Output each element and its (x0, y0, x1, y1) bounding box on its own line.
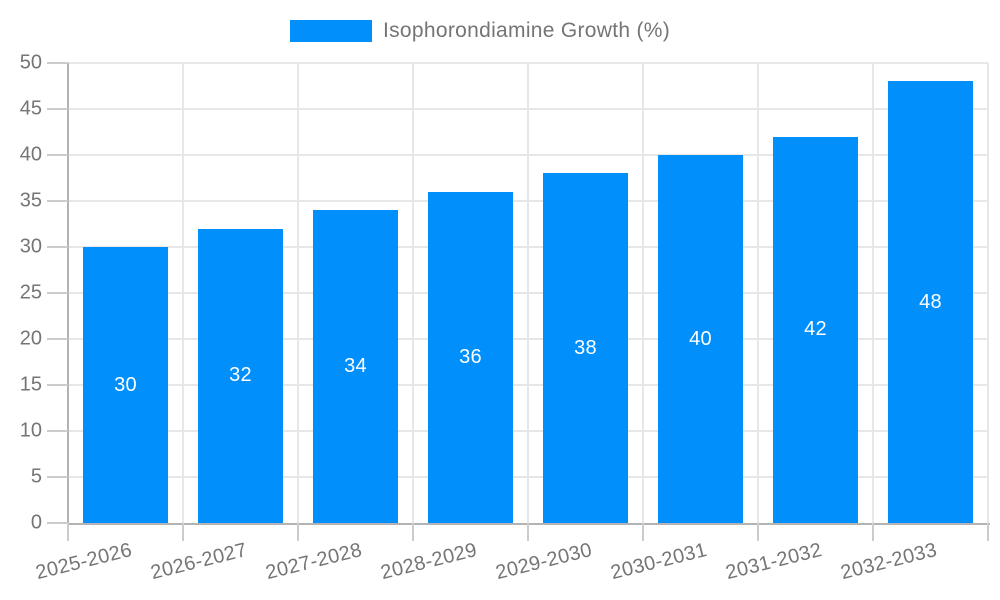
bar-value-label: 38 (574, 336, 597, 359)
x-axis-tick (182, 523, 184, 541)
y-axis-tick-label: 35 (19, 189, 42, 212)
y-axis-tick-label: 25 (19, 281, 42, 304)
gridline-vertical (872, 63, 874, 523)
x-axis-tick (987, 523, 989, 541)
y-axis-tick (47, 108, 68, 110)
bar-value-label: 32 (229, 364, 252, 387)
y-axis-tick (47, 62, 68, 64)
x-axis-tick (872, 523, 874, 541)
bar-value-label: 30 (114, 373, 137, 396)
y-axis-tick-label: 0 (30, 511, 42, 534)
y-axis-tick (47, 292, 68, 294)
bar-2027-2028[interactable]: 34 (313, 210, 398, 523)
gridline-vertical (987, 63, 989, 523)
bar-2030-2031[interactable]: 40 (658, 155, 743, 523)
y-axis-tick (47, 200, 68, 202)
x-axis-tick (757, 523, 759, 541)
y-axis-tick (47, 476, 68, 478)
y-axis-tick (47, 384, 68, 386)
bar-value-label: 42 (804, 318, 827, 341)
y-axis-tick-label: 30 (19, 235, 42, 258)
y-axis-tick (47, 430, 68, 432)
bar-value-label: 48 (919, 290, 942, 313)
bar-2028-2029[interactable]: 36 (428, 191, 513, 523)
bar-2026-2027[interactable]: 32 (198, 228, 283, 523)
x-axis-tick (67, 523, 69, 541)
y-axis-tick (47, 154, 68, 156)
legend-swatch (290, 20, 372, 42)
y-axis-tick-label: 15 (19, 373, 42, 396)
x-axis-tick (412, 523, 414, 541)
gridline-vertical (182, 63, 184, 523)
bar-2029-2030[interactable]: 38 (543, 173, 628, 523)
gridline-vertical (757, 63, 759, 523)
legend-label: Isophorondiamine Growth (%) (383, 19, 671, 42)
bar-2032-2033[interactable]: 48 (888, 81, 973, 523)
y-axis-line (67, 63, 69, 525)
y-axis-tick-label: 50 (19, 51, 42, 74)
bar-2025-2026[interactable]: 30 (83, 247, 168, 523)
bar-value-label: 34 (344, 355, 367, 378)
x-axis-tick (527, 523, 529, 541)
gridline-vertical (642, 63, 644, 523)
x-axis-tick (297, 523, 299, 541)
y-axis-tick-label: 10 (19, 419, 42, 442)
legend[interactable]: Isophorondiamine Growth (%) (290, 19, 671, 42)
y-axis-tick-label: 20 (19, 327, 42, 350)
gridline-vertical (527, 63, 529, 523)
y-axis-tick (47, 246, 68, 248)
y-axis-tick-label: 45 (19, 97, 42, 120)
gridline-vertical (412, 63, 414, 523)
plot-area: 30 32 34 36 38 40 42 48 (68, 62, 989, 523)
y-axis-tick-label: 40 (19, 143, 42, 166)
y-axis-tick-label: 5 (30, 465, 42, 488)
y-axis-tick (47, 338, 68, 340)
bar-2031-2032[interactable]: 42 (773, 136, 858, 523)
bar-value-label: 40 (689, 327, 712, 350)
bar-value-label: 36 (459, 345, 482, 368)
y-axis-tick (47, 522, 68, 524)
gridline-vertical (297, 63, 299, 523)
x-axis-tick (642, 523, 644, 541)
